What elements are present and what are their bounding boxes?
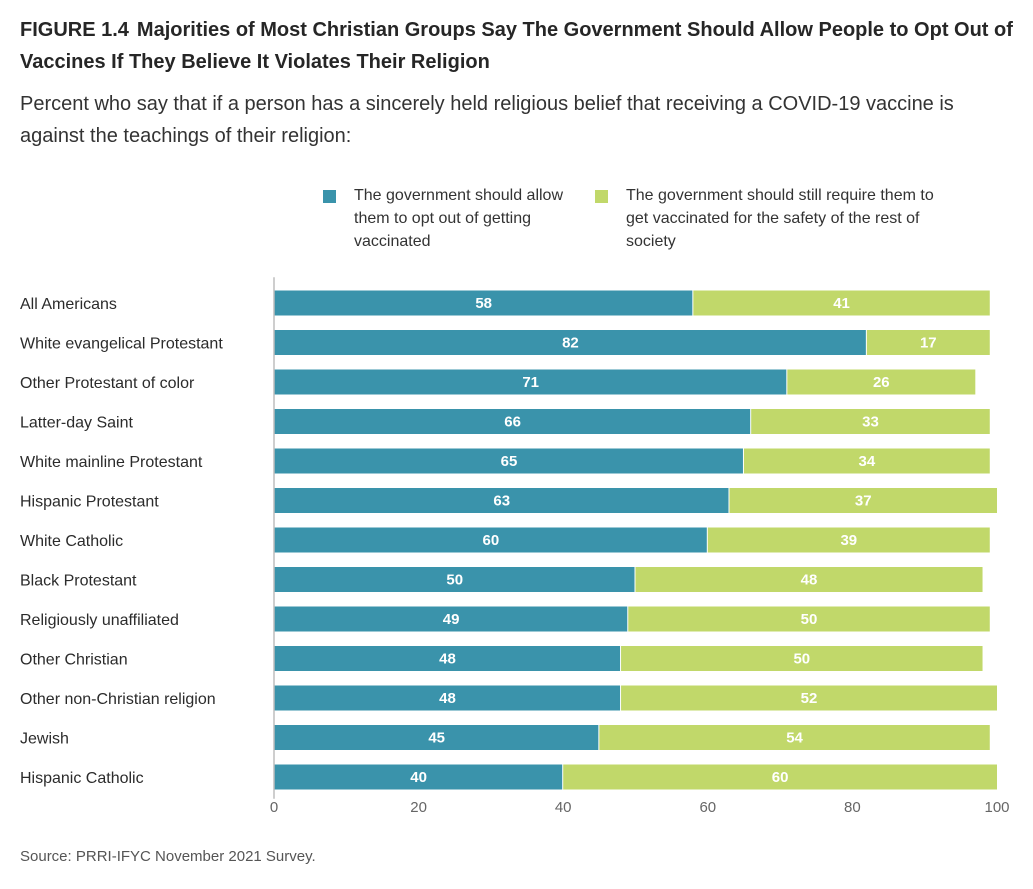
chart-title-text: Majorities of Most Christian Groups Say … [20, 19, 1013, 73]
category-label: Religiously unaffiliated [20, 612, 179, 629]
figure-label: FIGURE 1.4 [20, 19, 129, 41]
bar-segment [274, 725, 599, 750]
bar-segment [707, 527, 990, 553]
bar-segment [866, 330, 990, 355]
data-label: 54 [786, 730, 803, 747]
bar-segment [751, 409, 990, 434]
data-label: 60 [772, 769, 789, 786]
x-tick-label: 0 [270, 799, 278, 816]
category-label: Other Christian [20, 652, 128, 669]
data-label: 71 [522, 374, 539, 391]
bar-segment [274, 369, 787, 395]
data-label: 41 [833, 295, 850, 312]
x-tick-label: 20 [410, 799, 427, 816]
data-label: 66 [504, 414, 521, 431]
category-label: White Catholic [20, 533, 123, 550]
bar-segment [274, 606, 628, 632]
bar-segment [274, 409, 751, 434]
category-label: Latter-day Saint [20, 415, 134, 432]
data-label: 82 [562, 335, 579, 352]
data-label: 58 [475, 295, 492, 312]
data-label: 40 [410, 769, 427, 786]
bar-segment [787, 369, 976, 395]
data-label: 17 [920, 335, 937, 352]
legend-swatch-opt-out [323, 190, 336, 203]
bar-segment [274, 448, 743, 474]
category-label: Hispanic Catholic [20, 770, 144, 787]
data-label: 48 [439, 690, 456, 707]
data-label: 52 [801, 690, 818, 707]
data-label: 26 [873, 374, 890, 391]
data-label: 65 [501, 453, 518, 470]
data-label: 33 [862, 414, 879, 431]
bar-segment [274, 290, 693, 316]
bar-segment [635, 567, 983, 592]
x-tick-label: 60 [699, 799, 716, 816]
x-tick-label: 100 [984, 799, 1009, 816]
data-label: 50 [446, 572, 463, 589]
data-label: 60 [483, 532, 500, 549]
data-label: 34 [859, 453, 876, 470]
bar-segment [274, 685, 621, 711]
data-label: 45 [428, 730, 445, 747]
chart-subtitle: Percent who say that if a person has a s… [20, 93, 954, 147]
category-label: All Americans [20, 296, 117, 313]
category-label: Other Protestant of color [20, 375, 195, 392]
category-label: Jewish [20, 731, 69, 748]
bar-segment [628, 606, 990, 632]
category-label: Black Protestant [20, 573, 137, 590]
bar-segment [274, 567, 635, 592]
legend-swatch-require [595, 190, 608, 203]
data-label: 37 [855, 493, 872, 510]
bar-segment [274, 488, 729, 513]
bar-segment [693, 290, 990, 316]
bar-segment [274, 330, 866, 355]
bar-segment [563, 764, 997, 790]
bar-segment [599, 725, 990, 750]
legend: The government should allow them to opt … [0, 184, 1033, 256]
bar-segment [621, 646, 983, 671]
bar-segment [274, 527, 707, 553]
legend-label-opt-out: The government should allow them to opt … [354, 187, 564, 250]
bar-segment [743, 448, 990, 474]
category-label: White evangelical Protestant [20, 336, 223, 353]
data-label: 39 [840, 532, 857, 549]
bar-segment [621, 685, 997, 711]
data-label: 48 [439, 651, 456, 668]
data-label: 48 [801, 572, 818, 589]
chart-title: FIGURE 1.4 Majorities of Most Christian G… [20, 14, 1020, 78]
category-label: Other non-Christian religion [20, 691, 216, 708]
data-label: 63 [493, 493, 510, 510]
data-label: 49 [443, 611, 460, 628]
bar-segment [274, 646, 621, 671]
category-label: Hispanic Protestant [20, 494, 159, 511]
source-note: Source: PRRI-IFYC November 2021 Survey. [20, 848, 316, 865]
legend-label-require: The government should still require them… [626, 187, 934, 250]
bar-segment [274, 764, 563, 790]
x-tick-label: 80 [844, 799, 861, 816]
data-label: 50 [793, 651, 810, 668]
x-tick-label: 40 [555, 799, 572, 816]
data-label: 50 [801, 611, 818, 628]
bar-segment [729, 488, 997, 513]
category-label: White mainline Protestant [20, 454, 203, 471]
